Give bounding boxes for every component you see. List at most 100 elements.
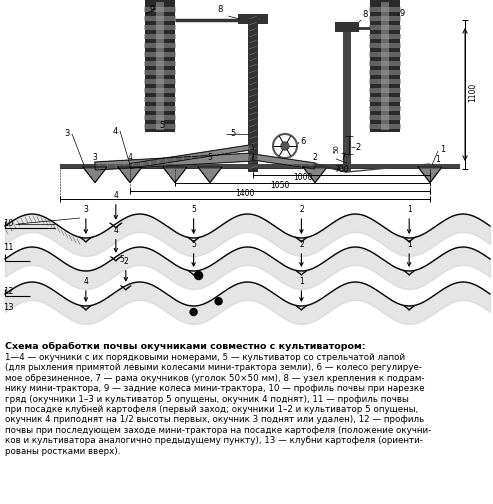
Text: 3: 3 [65, 130, 70, 139]
Bar [369, 79, 401, 84]
Bar [144, 88, 176, 93]
Polygon shape [404, 238, 414, 242]
Bar [369, 16, 401, 21]
Bar [144, 7, 176, 12]
Text: 1400: 1400 [235, 189, 255, 198]
Text: 1: 1 [440, 145, 445, 154]
Polygon shape [198, 167, 222, 182]
Bar [144, 43, 176, 48]
Text: 8: 8 [217, 5, 223, 14]
Bar [369, 97, 401, 102]
Text: Схема обработки почвы окучниками совместно с культиватором:: Схема обработки почвы окучниками совмест… [5, 342, 365, 351]
Polygon shape [405, 272, 413, 275]
Text: 5: 5 [191, 240, 196, 249]
Bar [144, 16, 176, 21]
Text: 1050: 1050 [270, 181, 290, 190]
Text: 5: 5 [230, 130, 235, 139]
Bar [144, 61, 176, 66]
Text: 1: 1 [435, 155, 440, 164]
Text: 700: 700 [334, 165, 349, 174]
Polygon shape [189, 238, 198, 242]
Polygon shape [297, 238, 306, 242]
Polygon shape [252, 154, 316, 169]
Bar [144, 106, 176, 111]
Polygon shape [405, 306, 413, 310]
Bar [369, 34, 401, 39]
Text: 12: 12 [3, 286, 13, 295]
Text: 10: 10 [3, 219, 13, 227]
Bar [369, 106, 401, 111]
Polygon shape [297, 272, 305, 275]
Bar [144, 52, 176, 57]
Polygon shape [303, 167, 327, 182]
Bar [144, 97, 176, 102]
Bar [369, 7, 401, 12]
Polygon shape [163, 167, 187, 182]
Bar [156, 2, 164, 130]
Bar [144, 25, 176, 30]
Polygon shape [297, 306, 305, 310]
Text: 11: 11 [3, 243, 13, 253]
Bar [369, 88, 401, 93]
Text: 3: 3 [83, 205, 88, 214]
Bar [144, 124, 176, 129]
Text: 4: 4 [113, 191, 118, 200]
Text: 8: 8 [362, 10, 367, 19]
Bar [144, 34, 176, 39]
Bar [60, 164, 460, 169]
Text: 3: 3 [93, 153, 98, 162]
Text: 4: 4 [128, 153, 133, 162]
Text: 1—4 — окучники с их порядковыми номерами, 5 — культиватор со стрельчатой лапой
(: 1—4 — окучники с их порядковыми номерами… [5, 353, 431, 456]
Bar [381, 2, 389, 130]
Bar [248, 16, 258, 172]
Text: 2: 2 [299, 205, 304, 214]
Circle shape [190, 308, 197, 316]
Text: 5: 5 [160, 121, 165, 131]
Bar [369, 43, 401, 48]
Text: 7: 7 [340, 153, 346, 161]
Text: 5: 5 [191, 205, 196, 214]
Text: 1: 1 [407, 240, 412, 249]
Text: 9: 9 [400, 10, 405, 19]
Text: 4: 4 [83, 277, 88, 286]
Text: 50: 50 [333, 145, 339, 153]
Text: 4: 4 [113, 226, 118, 235]
Bar [335, 22, 359, 32]
Polygon shape [111, 224, 121, 228]
Text: 2: 2 [123, 257, 128, 266]
Bar [343, 24, 351, 172]
Bar [370, 0, 400, 132]
Polygon shape [81, 238, 91, 242]
Polygon shape [190, 272, 198, 275]
Text: 5: 5 [208, 153, 212, 162]
Text: 6: 6 [300, 137, 305, 146]
Text: 13: 13 [3, 303, 14, 312]
Bar [369, 70, 401, 75]
Text: 1: 1 [299, 277, 304, 286]
Text: 2: 2 [299, 240, 304, 249]
Bar [369, 25, 401, 30]
Polygon shape [122, 286, 130, 290]
Polygon shape [418, 167, 442, 182]
Bar [144, 79, 176, 84]
Bar [144, 115, 176, 120]
Text: 2: 2 [313, 153, 317, 162]
Polygon shape [82, 306, 90, 310]
Polygon shape [130, 145, 253, 168]
Text: 1100: 1100 [468, 83, 477, 102]
Text: 4: 4 [113, 127, 118, 136]
Polygon shape [95, 153, 253, 170]
Bar [238, 14, 268, 24]
Bar [369, 124, 401, 129]
Circle shape [215, 298, 222, 305]
Text: 1: 1 [407, 205, 412, 214]
Text: 5: 5 [119, 255, 124, 264]
Circle shape [281, 142, 289, 150]
Bar [369, 61, 401, 66]
Bar [144, 70, 176, 75]
Circle shape [195, 272, 203, 280]
Polygon shape [83, 167, 107, 182]
Text: 9: 9 [150, 5, 155, 14]
Text: 2: 2 [355, 143, 360, 152]
Bar [145, 0, 175, 132]
